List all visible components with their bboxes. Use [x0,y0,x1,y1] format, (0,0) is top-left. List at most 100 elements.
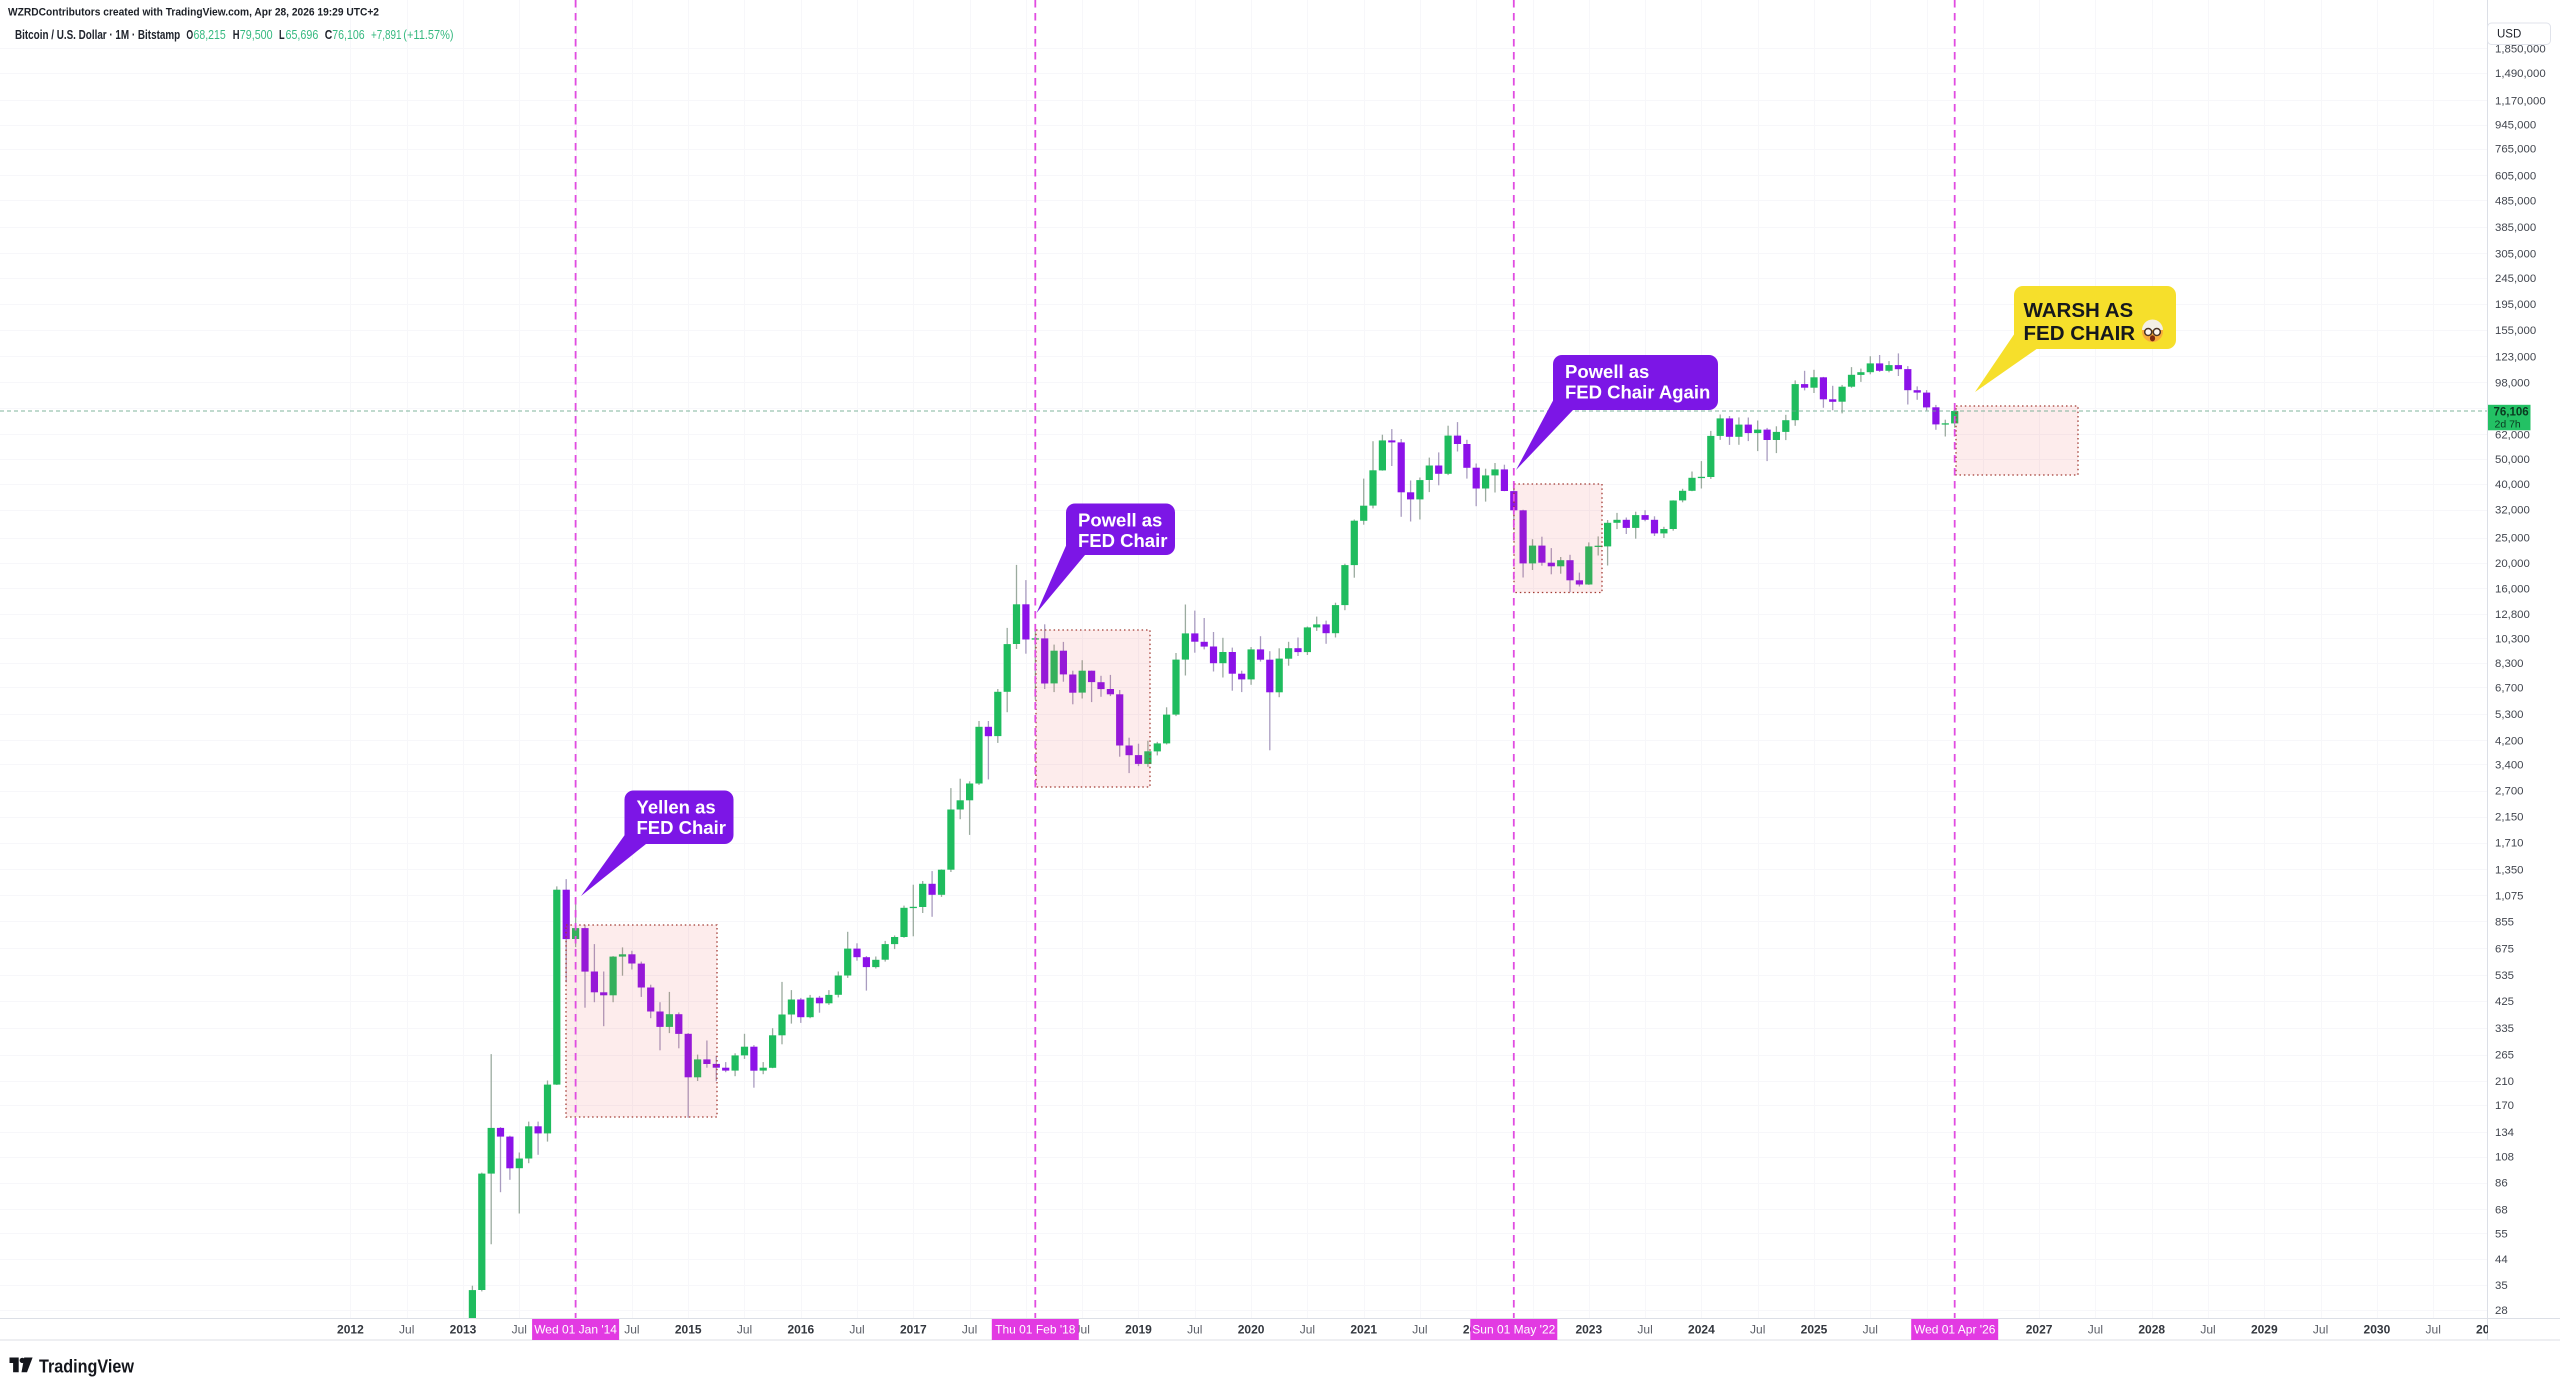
svg-text:Jul: Jul [849,1323,864,1337]
svg-text:245,000: 245,000 [2495,273,2536,285]
svg-text:2020: 2020 [1238,1323,1265,1337]
svg-text:1,710: 1,710 [2495,838,2524,850]
svg-text:Yellen as: Yellen as [637,797,716,818]
svg-text:WZRDContributors created with: WZRDContributors created with TradingVie… [8,6,379,18]
svg-text:98,000: 98,000 [2495,377,2530,389]
svg-text:Jul: Jul [399,1323,414,1337]
svg-text:945,000: 945,000 [2495,120,2536,132]
svg-text:1,075: 1,075 [2495,890,2524,902]
svg-text:(+11.57%): (+11.57%) [403,27,453,42]
svg-text:55: 55 [2495,1228,2508,1240]
svg-text:USD: USD [2497,29,2521,41]
svg-text:2015: 2015 [675,1323,702,1337]
svg-text:335: 335 [2495,1023,2514,1035]
svg-text:Powell as: Powell as [1078,510,1162,531]
svg-text:2029: 2029 [2251,1323,2278,1337]
svg-text:Wed 01 Jan '14: Wed 01 Jan '14 [534,1323,617,1337]
svg-text:32,000: 32,000 [2495,505,2530,517]
svg-text:855: 855 [2495,917,2514,929]
svg-text:675: 675 [2495,943,2514,955]
svg-text:210: 210 [2495,1076,2514,1088]
svg-text:Wed 01 Apr '26: Wed 01 Apr '26 [1914,1323,1996,1337]
svg-text:Jul: Jul [1863,1323,1878,1337]
svg-text:Jul: Jul [2426,1323,2441,1337]
svg-text:2,700: 2,700 [2495,786,2524,798]
svg-text:605,000: 605,000 [2495,170,2536,182]
svg-text:1,170,000: 1,170,000 [2495,95,2546,107]
svg-text:Jul: Jul [1300,1323,1315,1337]
svg-text:28: 28 [2495,1305,2508,1317]
svg-text:1,490,000: 1,490,000 [2495,68,2546,80]
svg-text:Jul: Jul [1412,1323,1427,1337]
svg-text:2025: 2025 [1801,1323,1828,1337]
svg-text:170: 170 [2495,1100,2514,1112]
svg-text:765,000: 765,000 [2495,144,2536,156]
svg-text:TradingView: TradingView [39,1357,135,1377]
svg-text:Jul: Jul [1637,1323,1652,1337]
svg-text:Jul: Jul [2313,1323,2328,1337]
svg-text:2,150: 2,150 [2495,812,2524,824]
svg-text:+7,891: +7,891 [371,27,402,42]
svg-text:12,800: 12,800 [2495,609,2530,621]
svg-text:FED Chair: FED Chair [637,817,726,838]
svg-text:6,700: 6,700 [2495,682,2524,694]
svg-text:62,000: 62,000 [2495,429,2530,441]
svg-text:4,200: 4,200 [2495,736,2524,748]
svg-text:10,300: 10,300 [2495,634,2530,646]
svg-text:2012: 2012 [337,1323,364,1337]
svg-text:Jul: Jul [1750,1323,1765,1337]
svg-text:65,696: 65,696 [286,27,319,42]
svg-text:Jul: Jul [2200,1323,2215,1337]
svg-text:25,000: 25,000 [2495,533,2530,545]
svg-text:2d 7h: 2d 7h [2495,418,2521,430]
svg-text:C: C [325,27,333,42]
svg-text:2027: 2027 [2026,1323,2053,1337]
svg-text:68: 68 [2495,1204,2508,1216]
svg-text:L: L [279,27,285,42]
svg-text:134: 134 [2495,1127,2514,1139]
svg-text:2017: 2017 [900,1323,927,1337]
svg-text:2019: 2019 [1125,1323,1152,1337]
svg-text:16,000: 16,000 [2495,583,2530,595]
svg-text:20,000: 20,000 [2495,558,2530,570]
svg-text:76,106: 76,106 [332,27,364,42]
svg-text:305,000: 305,000 [2495,248,2536,260]
svg-text:79,500: 79,500 [240,27,273,42]
svg-text:Jul: Jul [962,1323,977,1337]
svg-text:Thu 01 Feb '18: Thu 01 Feb '18 [995,1323,1076,1337]
svg-text:2021: 2021 [1350,1323,1377,1337]
svg-text:68,215: 68,215 [194,27,226,42]
svg-text:Powell as: Powell as [1565,361,1649,382]
svg-text:2030: 2030 [2364,1323,2391,1337]
svg-text:2023: 2023 [1575,1323,1602,1337]
svg-text:Jul: Jul [624,1323,639,1337]
svg-text:Jul: Jul [1187,1323,1202,1337]
svg-text:Sun 01 May '22: Sun 01 May '22 [1472,1323,1555,1337]
svg-text:195,000: 195,000 [2495,299,2536,311]
svg-text:1,350: 1,350 [2495,865,2524,877]
svg-text:FED CHAIR: FED CHAIR [2024,322,2136,345]
svg-text:155,000: 155,000 [2495,325,2536,337]
svg-text:2028: 2028 [2138,1323,2165,1337]
svg-text:Bitcoin / U.S. Dollar · 1M · B: Bitcoin / U.S. Dollar · 1M · Bitstamp [15,27,180,42]
svg-text:1,850,000: 1,850,000 [2495,43,2546,55]
svg-text:5,300: 5,300 [2495,709,2524,721]
svg-text:Jul: Jul [737,1323,752,1337]
svg-text:108: 108 [2495,1152,2514,1164]
svg-text:40,000: 40,000 [2495,479,2530,491]
svg-text:3,400: 3,400 [2495,760,2524,772]
svg-text:Jul: Jul [2088,1323,2103,1337]
svg-text:Jul: Jul [512,1323,527,1337]
svg-text:425: 425 [2495,996,2514,1008]
svg-text:2016: 2016 [787,1323,814,1337]
svg-text:2013: 2013 [450,1323,477,1337]
svg-text:86: 86 [2495,1178,2508,1190]
svg-text:O: O [186,27,193,42]
svg-text:265: 265 [2495,1050,2514,1062]
svg-text:535: 535 [2495,970,2514,982]
svg-text:2024: 2024 [1688,1323,1715,1337]
svg-text:123,000: 123,000 [2495,352,2536,364]
svg-text:76,106: 76,106 [2494,406,2529,418]
svg-text:485,000: 485,000 [2495,196,2536,208]
svg-text:H: H [233,27,240,42]
